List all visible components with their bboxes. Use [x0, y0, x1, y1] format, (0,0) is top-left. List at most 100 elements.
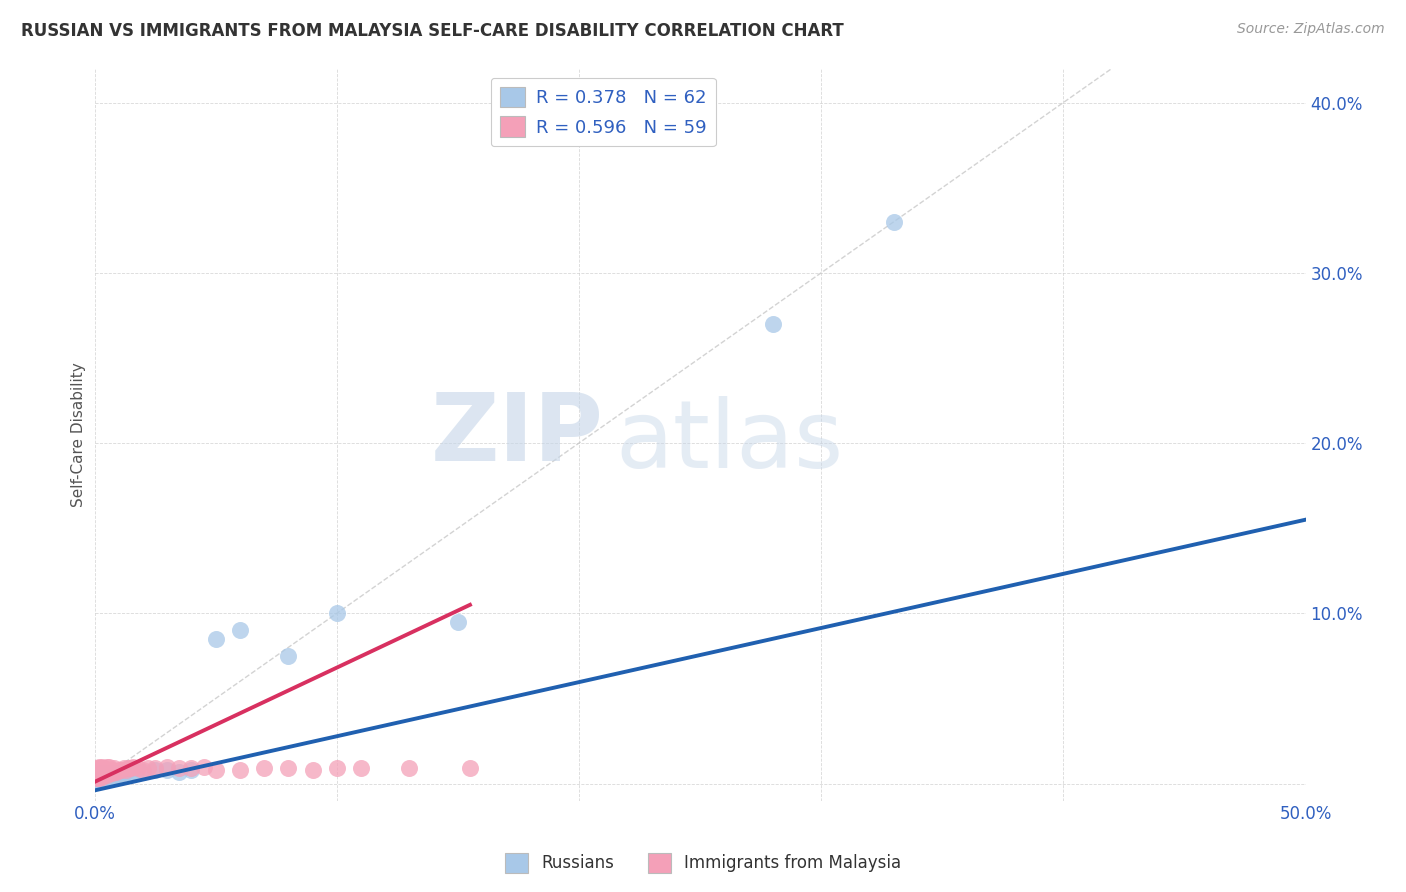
Point — [112, 761, 135, 775]
Point — [762, 317, 785, 331]
Point — [103, 768, 125, 782]
Point — [98, 766, 121, 780]
Point — [229, 624, 252, 638]
Point — [458, 761, 481, 775]
Point — [90, 773, 112, 788]
Point — [122, 759, 145, 773]
Point — [143, 763, 166, 777]
Point — [89, 759, 111, 773]
Point — [86, 772, 108, 786]
Point — [115, 763, 138, 777]
Point — [100, 766, 122, 780]
Legend: R = 0.378   N = 62, R = 0.596   N = 59: R = 0.378 N = 62, R = 0.596 N = 59 — [491, 78, 716, 146]
Point — [93, 768, 115, 782]
Point — [93, 768, 115, 782]
Point — [89, 764, 111, 779]
Point — [98, 770, 121, 784]
Point — [115, 764, 138, 779]
Point — [90, 761, 112, 775]
Y-axis label: Self-Care Disability: Self-Care Disability — [72, 362, 86, 507]
Text: Source: ZipAtlas.com: Source: ZipAtlas.com — [1237, 22, 1385, 37]
Point — [89, 766, 111, 780]
Point — [89, 772, 111, 786]
Point — [98, 764, 121, 779]
Point — [100, 768, 122, 782]
Point — [96, 768, 118, 782]
Point — [86, 772, 108, 786]
Point — [398, 761, 420, 775]
Point — [100, 766, 122, 780]
Point — [180, 763, 202, 777]
Point — [89, 768, 111, 782]
Point — [204, 763, 226, 777]
Point — [98, 768, 121, 782]
Point — [93, 770, 115, 784]
Point — [93, 764, 115, 779]
Point — [89, 770, 111, 784]
Point — [90, 768, 112, 782]
Point — [112, 766, 135, 780]
Point — [103, 766, 125, 780]
Point — [96, 770, 118, 784]
Point — [89, 773, 111, 788]
Point — [180, 761, 202, 775]
Point — [89, 763, 111, 777]
Point — [90, 764, 112, 779]
Point — [169, 761, 191, 775]
Text: ZIP: ZIP — [430, 389, 603, 481]
Point — [103, 764, 125, 779]
Point — [86, 773, 108, 788]
Point — [86, 768, 108, 782]
Point — [89, 770, 111, 784]
Point — [326, 607, 349, 621]
Point — [90, 768, 112, 782]
Point — [277, 761, 299, 775]
Point — [127, 761, 149, 775]
Point — [90, 770, 112, 784]
Point — [98, 759, 121, 773]
Point — [105, 766, 128, 780]
Point — [96, 772, 118, 786]
Point — [90, 772, 112, 786]
Point — [90, 770, 112, 784]
Point — [98, 768, 121, 782]
Point — [98, 770, 121, 784]
Point — [229, 763, 252, 777]
Point — [96, 759, 118, 773]
Point — [89, 770, 111, 784]
Point — [107, 763, 129, 777]
Text: RUSSIAN VS IMMIGRANTS FROM MALAYSIA SELF-CARE DISABILITY CORRELATION CHART: RUSSIAN VS IMMIGRANTS FROM MALAYSIA SELF… — [21, 22, 844, 40]
Point — [96, 770, 118, 784]
Point — [96, 768, 118, 782]
Point — [90, 772, 112, 786]
Point — [253, 761, 276, 775]
Point — [96, 764, 118, 779]
Point — [117, 761, 139, 775]
Point — [125, 764, 148, 779]
Point — [301, 763, 323, 777]
Point — [277, 648, 299, 663]
Point — [100, 770, 122, 784]
Point — [110, 766, 132, 780]
Point — [90, 766, 112, 780]
Point — [93, 768, 115, 782]
Point — [105, 768, 128, 782]
Text: atlas: atlas — [616, 396, 844, 488]
Point — [326, 761, 349, 775]
Point — [156, 759, 179, 773]
Point — [143, 761, 166, 775]
Point — [96, 763, 118, 777]
Point — [93, 761, 115, 775]
Point — [93, 772, 115, 786]
Point — [193, 759, 215, 773]
Point — [86, 770, 108, 784]
Point — [169, 764, 191, 779]
Point — [156, 763, 179, 777]
Point — [100, 763, 122, 777]
Point — [107, 768, 129, 782]
Point — [89, 761, 111, 775]
Point — [93, 766, 115, 780]
Point — [107, 766, 129, 780]
Point — [89, 772, 111, 786]
Point — [93, 772, 115, 786]
